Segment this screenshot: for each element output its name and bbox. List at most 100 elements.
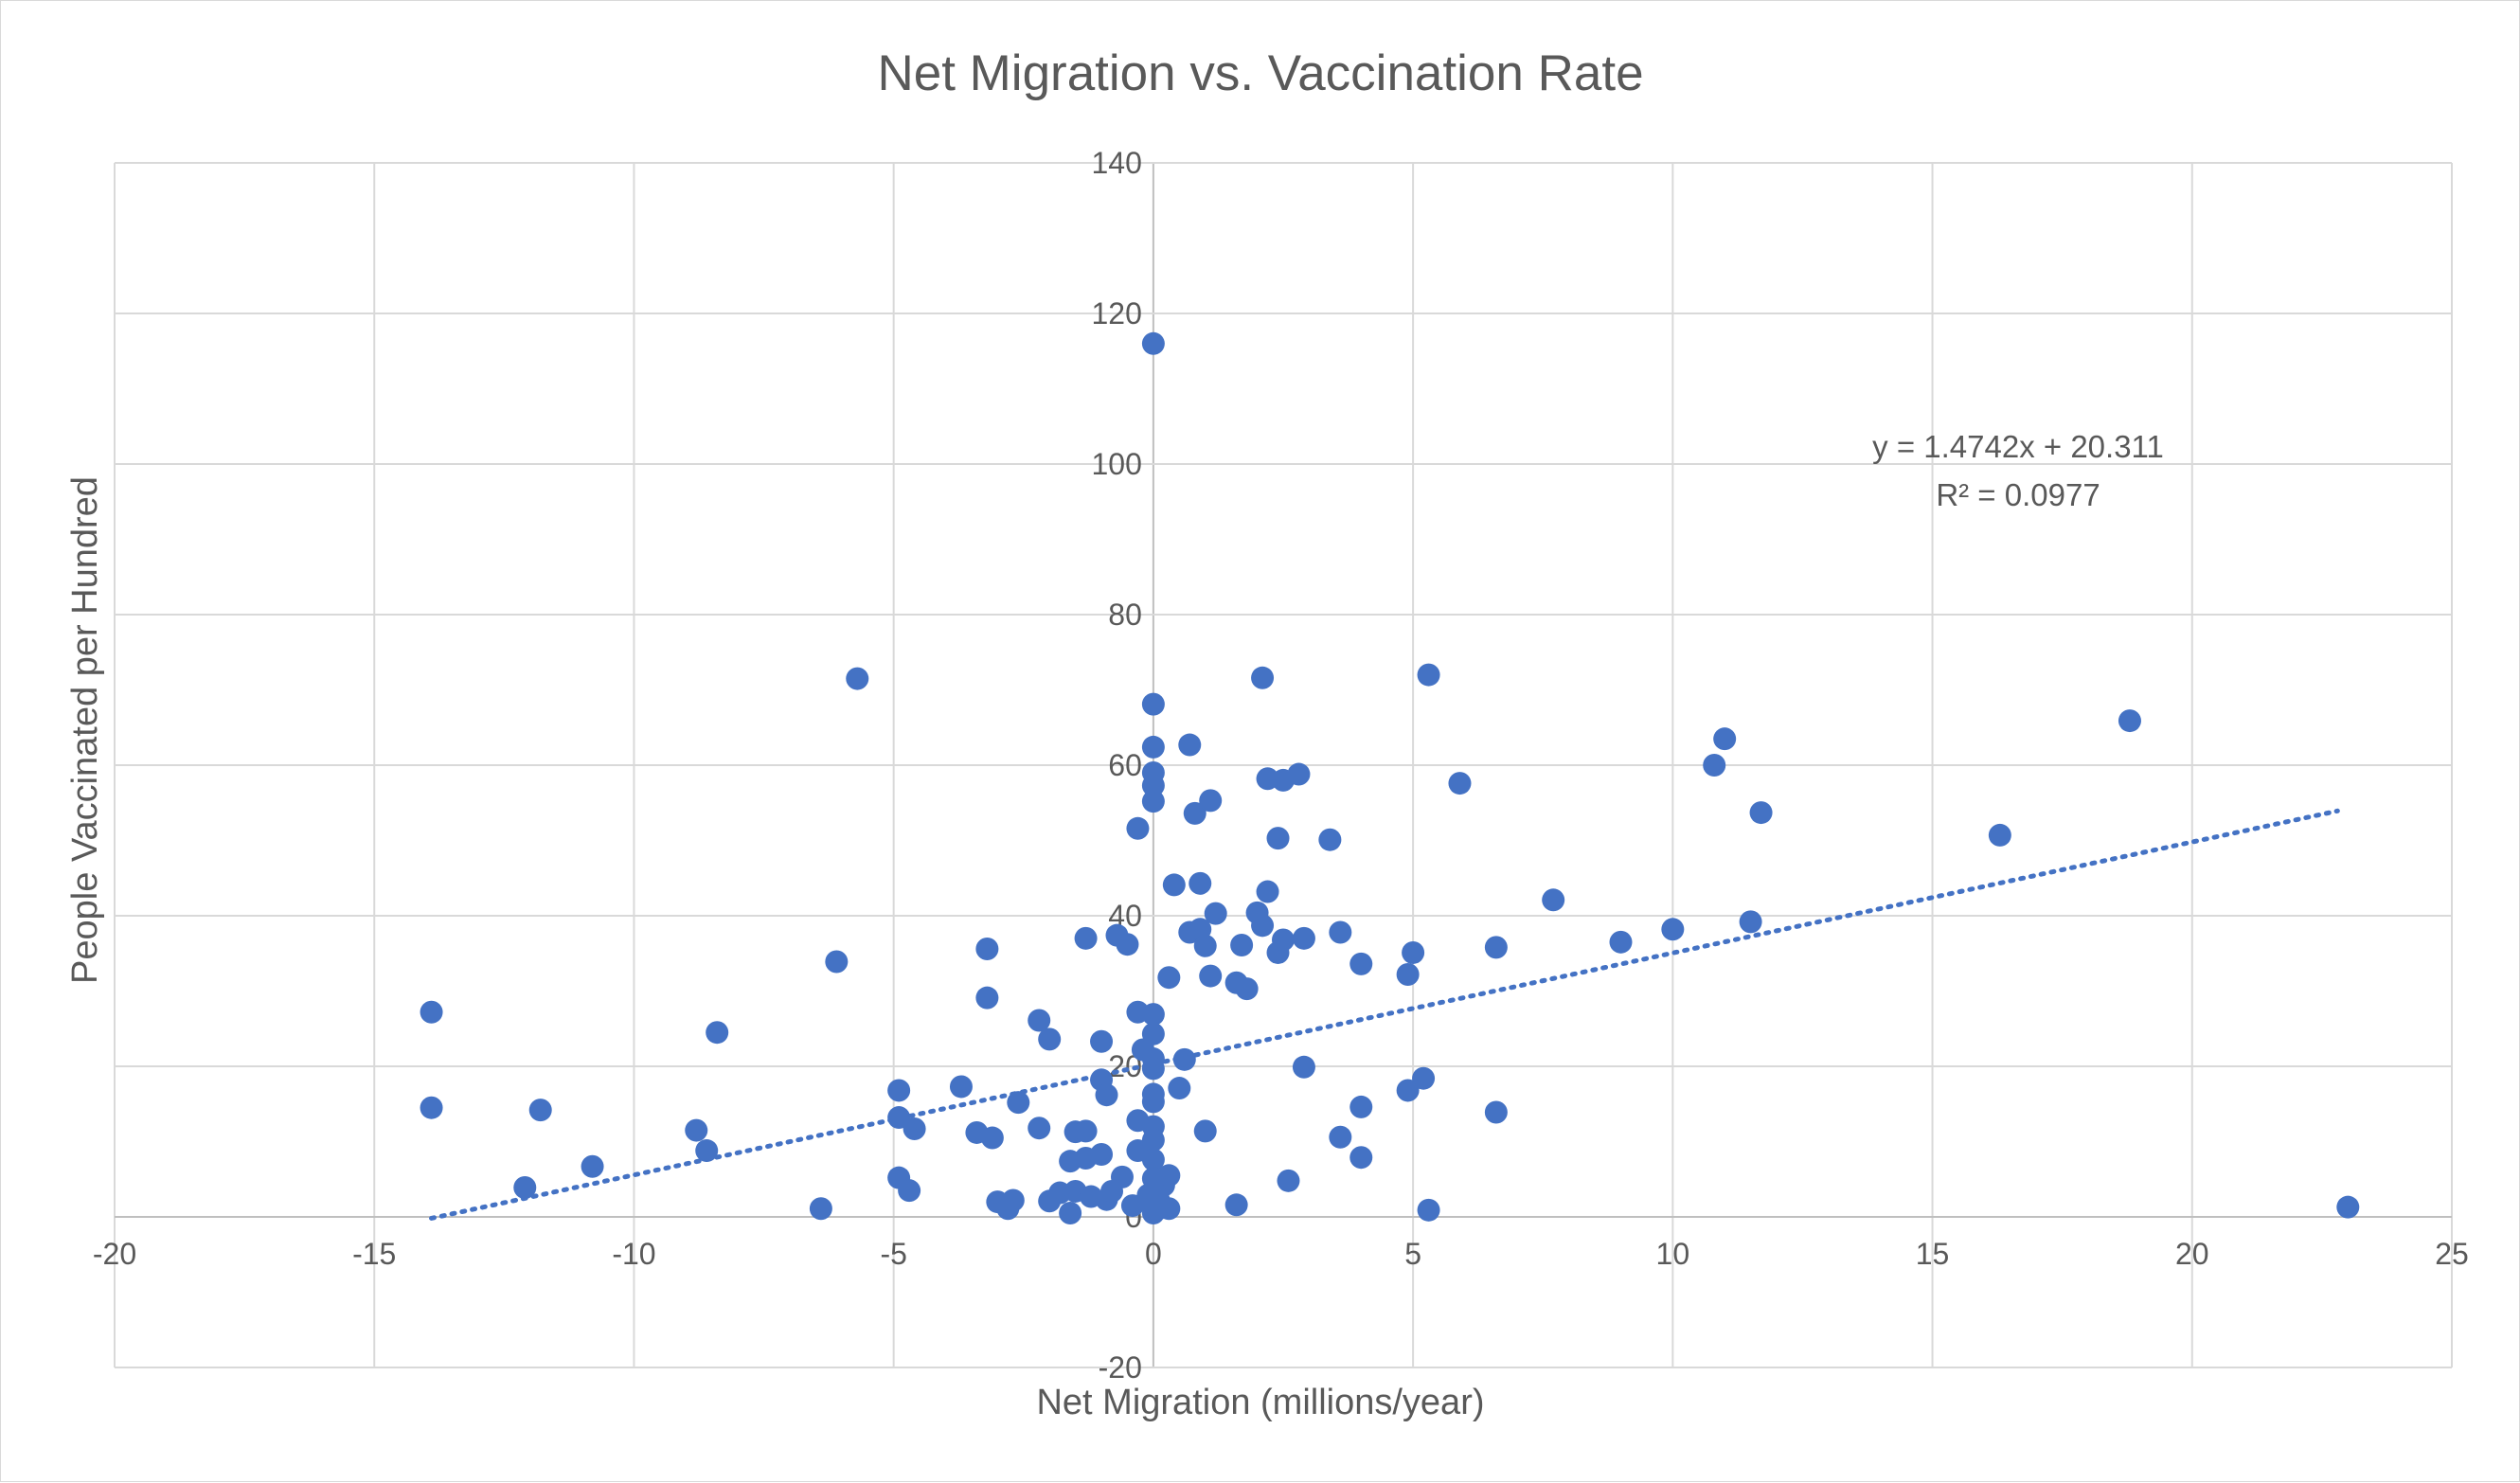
data-point <box>420 1096 443 1119</box>
data-point <box>825 950 849 974</box>
x-tick-label: -15 <box>352 1237 396 1271</box>
y-tick-label: 140 <box>1091 146 1141 180</box>
trendline-equation-label: y = 1.4742x + 20.311 <box>1872 429 2164 464</box>
data-point <box>1141 735 1165 759</box>
data-point <box>1059 1202 1082 1225</box>
data-point <box>809 1197 832 1221</box>
x-tick-label: 10 <box>1656 1237 1690 1271</box>
data-point <box>975 986 999 1010</box>
gridlines <box>114 162 2453 1368</box>
trendline-r2-label: R² = 0.0977 <box>1936 477 2100 512</box>
data-point <box>1224 1193 1248 1217</box>
data-point <box>1095 1083 1118 1107</box>
x-tick-label: 0 <box>1145 1237 1162 1271</box>
y-tick-label: 60 <box>1108 748 1142 782</box>
x-tick-label: -5 <box>880 1237 906 1271</box>
data-point <box>581 1154 604 1178</box>
x-tick-label: 15 <box>1916 1237 1950 1271</box>
x-tick-label: 25 <box>2435 1237 2469 1271</box>
x-tick-label: 20 <box>2175 1237 2209 1271</box>
data-point <box>898 1179 921 1203</box>
data-point <box>903 1117 926 1140</box>
data-point <box>1272 928 1295 952</box>
data-point <box>949 1075 973 1099</box>
data-point <box>1609 930 1633 954</box>
data-point <box>1349 952 1373 975</box>
data-point <box>1204 902 1227 925</box>
chart-title: Net Migration vs. Vaccination Rate <box>877 45 1643 101</box>
data-point <box>1189 871 1212 895</box>
data-point <box>1749 801 1773 825</box>
data-point <box>1396 1079 1420 1102</box>
data-point <box>975 937 999 960</box>
data-point <box>1256 880 1279 903</box>
data-point <box>1703 754 1726 777</box>
data-point <box>1001 1188 1025 1212</box>
data-point <box>1230 934 1254 957</box>
data-point <box>695 1139 719 1163</box>
data-point <box>1199 964 1223 988</box>
data-point <box>1235 977 1259 1001</box>
data-point <box>1172 1047 1196 1071</box>
data-point <box>1739 910 1762 934</box>
data-point <box>1412 1066 1436 1090</box>
data-points <box>420 331 2360 1225</box>
data-point <box>1542 888 1565 912</box>
data-point <box>1141 1090 1165 1114</box>
data-point <box>1157 966 1181 990</box>
data-point <box>1448 772 1472 795</box>
data-point <box>1484 1100 1508 1124</box>
data-point <box>1141 1022 1165 1045</box>
data-point <box>1292 926 1315 950</box>
data-point <box>1251 666 1275 689</box>
data-point <box>1988 823 2011 847</box>
data-point <box>685 1118 708 1142</box>
data-point <box>1417 663 1440 687</box>
data-point <box>1329 920 1352 944</box>
data-point <box>1007 1091 1030 1115</box>
data-point <box>1141 692 1165 716</box>
data-point <box>980 1126 1004 1150</box>
trendline-layer <box>429 808 2340 1221</box>
data-point <box>887 1079 911 1102</box>
trendline <box>429 808 2340 1221</box>
x-tick-label: -20 <box>93 1237 136 1271</box>
x-axis-title: Net Migration (millions/year) <box>1036 1383 1484 1422</box>
data-point <box>1141 1057 1165 1081</box>
data-point <box>528 1099 552 1122</box>
data-point <box>1141 774 1165 797</box>
data-point <box>1251 914 1275 938</box>
data-point <box>1349 1095 1373 1118</box>
data-point <box>1277 1169 1300 1192</box>
data-point <box>1349 1146 1373 1170</box>
data-point <box>1484 936 1508 959</box>
data-point <box>1090 1029 1114 1053</box>
data-point <box>1661 918 1685 941</box>
data-point <box>1193 1119 1217 1143</box>
data-point <box>1074 1119 1098 1143</box>
data-point <box>1318 828 1342 851</box>
data-point <box>1396 963 1420 987</box>
data-point <box>1028 1117 1051 1140</box>
data-point <box>1713 727 1737 751</box>
x-tick-label: -10 <box>612 1237 655 1271</box>
data-point <box>1329 1125 1352 1149</box>
data-point <box>1287 762 1311 786</box>
data-point <box>1292 1055 1315 1079</box>
data-point <box>1266 827 1290 850</box>
x-tick-label: 5 <box>1404 1237 1421 1271</box>
data-point <box>1199 789 1223 813</box>
data-point <box>1402 940 1425 964</box>
data-point <box>1074 926 1098 950</box>
data-point <box>1178 733 1202 757</box>
y-tick-label: -20 <box>1099 1350 1142 1385</box>
data-point <box>1157 1164 1181 1188</box>
data-point <box>1141 1128 1165 1152</box>
data-point <box>1110 1165 1134 1188</box>
data-point <box>1141 1003 1165 1027</box>
data-point <box>420 1000 443 1024</box>
data-point <box>1141 790 1165 813</box>
data-point <box>1157 1197 1181 1221</box>
tick-labels: -20-15-10-50510152025-200204060801001201… <box>93 146 2469 1385</box>
